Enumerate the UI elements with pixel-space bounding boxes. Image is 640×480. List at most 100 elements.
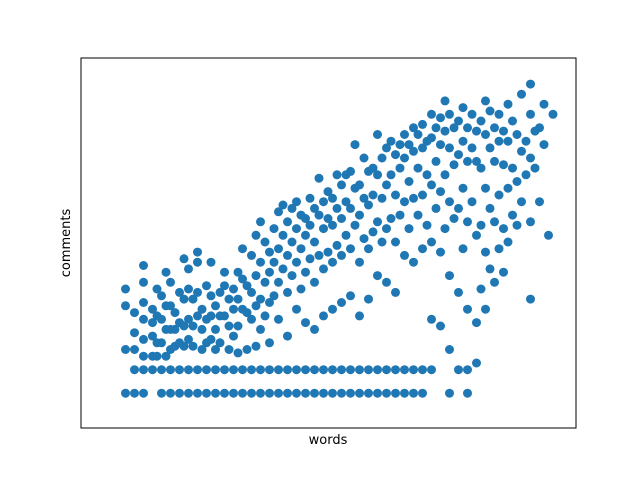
scatter-point: [391, 237, 400, 247]
scatter-point: [494, 244, 504, 254]
scatter-point: [256, 388, 265, 398]
scatter-point: [202, 365, 211, 375]
scatter-point: [418, 244, 427, 254]
scatter-point: [463, 123, 472, 133]
scatter-point: [206, 311, 216, 321]
scatter-point: [391, 287, 400, 297]
scatter-point: [422, 220, 432, 230]
scatter-point: [409, 123, 418, 133]
scatter-point: [391, 190, 400, 200]
scatter-point: [247, 314, 256, 324]
scatter-point: [400, 130, 409, 139]
scatter-point: [251, 341, 261, 351]
scatter-point: [202, 281, 211, 291]
scatter-point: [445, 345, 454, 354]
scatter-point: [526, 153, 535, 163]
scatter-point: [440, 224, 450, 234]
scatter-point: [427, 133, 436, 143]
scatter-point: [499, 224, 508, 234]
scatter-point: [139, 261, 148, 270]
scatter-point: [292, 257, 301, 267]
scatter-point: [445, 388, 454, 398]
scatter-point: [274, 244, 283, 254]
scatter-point: [481, 247, 490, 257]
scatter-point: [233, 294, 243, 304]
scatter-point: [296, 284, 306, 294]
scatter-point: [292, 388, 301, 398]
scatter-point: [400, 153, 409, 163]
scatter-point: [301, 365, 310, 375]
scatter-point: [220, 388, 229, 398]
scatter-point: [373, 388, 382, 398]
scatter-point: [305, 220, 315, 230]
scatter-point: [193, 388, 202, 398]
scatter-point: [215, 287, 225, 297]
scatter-point: [476, 284, 486, 294]
scatter-point: [332, 170, 342, 180]
scatter-point: [346, 203, 355, 213]
scatter-point: [458, 244, 468, 254]
scatter-point: [521, 170, 531, 180]
scatter-point: [314, 210, 324, 220]
scatter-point: [431, 123, 441, 133]
scatter-point: [449, 214, 459, 223]
scatter-point: [436, 140, 445, 150]
scatter-point: [463, 156, 472, 166]
scatter-point: [346, 388, 355, 398]
scatter-point: [517, 89, 526, 99]
scatter-point: [274, 365, 283, 375]
scatter-point: [310, 388, 319, 398]
scatter-point: [508, 210, 517, 220]
scatter-point: [404, 140, 414, 150]
scatter-point: [427, 180, 436, 190]
scatter-point: [350, 140, 360, 150]
scatter-point: [265, 298, 274, 307]
scatter-point: [418, 143, 427, 153]
scatter-point: [220, 365, 229, 375]
scatter-point: [386, 136, 396, 146]
scatter-point: [130, 328, 139, 338]
scatter-point: [436, 321, 445, 331]
scatter-point: [400, 388, 409, 398]
scatter-point: [467, 109, 477, 119]
scatter-point: [193, 311, 202, 321]
scatter-point: [386, 214, 396, 223]
x-axis-label: words: [309, 433, 348, 448]
scatter-point: [184, 334, 193, 344]
scatter-point: [382, 365, 391, 375]
scatter-point: [238, 274, 247, 284]
scatter-point: [449, 160, 459, 170]
scatter-point: [242, 345, 252, 354]
scatter-point: [274, 277, 283, 287]
scatter-point: [337, 388, 346, 398]
scatter-point: [382, 277, 391, 287]
scatter-point: [517, 146, 526, 156]
scatter-point: [242, 281, 252, 291]
scatter-point: [211, 345, 220, 354]
scatter-point: [305, 254, 315, 264]
scatter-point: [328, 365, 337, 375]
scatter-point: [535, 197, 544, 207]
scatter-point: [251, 271, 261, 281]
scatter-point: [337, 214, 346, 223]
scatter-point: [139, 334, 148, 344]
scatter-point: [458, 136, 468, 146]
scatter-point: [319, 311, 328, 321]
scatter-point: [148, 331, 157, 341]
scatter-point: [148, 304, 157, 314]
scatter-point: [206, 291, 216, 301]
scatter-point: [301, 318, 310, 328]
scatter-point: [224, 321, 234, 331]
scatter-point: [346, 166, 355, 176]
scatter-point: [364, 200, 373, 210]
scatter-point: [454, 203, 463, 213]
scatter-point: [391, 365, 400, 375]
scatter-point: [130, 388, 139, 398]
scatter-point: [463, 217, 472, 227]
scatter-point: [373, 130, 382, 139]
scatter-point: [526, 217, 535, 227]
scatter-point: [157, 365, 166, 375]
scatter-point: [269, 224, 279, 234]
scatter-point: [490, 156, 499, 166]
scatter-point: [449, 123, 459, 133]
